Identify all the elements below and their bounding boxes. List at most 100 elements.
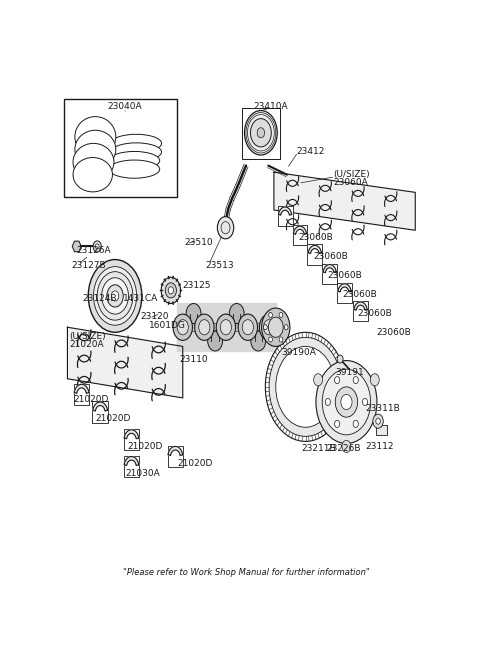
Polygon shape <box>308 245 322 253</box>
Polygon shape <box>67 327 183 398</box>
Text: 21020A: 21020A <box>69 340 104 350</box>
Text: 23311B: 23311B <box>365 403 400 413</box>
Polygon shape <box>293 226 307 234</box>
Circle shape <box>268 317 283 337</box>
Circle shape <box>242 319 253 335</box>
Text: 23126A: 23126A <box>77 246 111 255</box>
Circle shape <box>161 277 180 304</box>
Circle shape <box>264 319 275 335</box>
Circle shape <box>96 244 99 249</box>
Circle shape <box>88 260 142 333</box>
Bar <box>322 264 337 284</box>
Bar <box>307 245 322 264</box>
Circle shape <box>335 387 358 417</box>
Polygon shape <box>93 402 108 411</box>
Ellipse shape <box>75 117 116 157</box>
Text: "Please refer to Work Shop Manual for further information": "Please refer to Work Shop Manual for fu… <box>122 568 370 577</box>
Circle shape <box>284 325 288 330</box>
Polygon shape <box>168 447 183 455</box>
Polygon shape <box>323 264 336 273</box>
Text: 1601DG: 1601DG <box>149 321 186 330</box>
Text: 21020D: 21020D <box>127 442 162 451</box>
Bar <box>241 108 280 159</box>
Text: 23060B: 23060B <box>358 309 392 318</box>
Ellipse shape <box>73 144 114 181</box>
Circle shape <box>238 314 258 340</box>
Text: (U/SIZE): (U/SIZE) <box>69 332 106 341</box>
Text: 39190A: 39190A <box>281 348 316 357</box>
Circle shape <box>262 308 290 346</box>
Text: 21020D: 21020D <box>177 459 213 468</box>
Polygon shape <box>177 304 276 352</box>
Circle shape <box>111 291 119 301</box>
Circle shape <box>173 314 192 340</box>
Text: 23127B: 23127B <box>71 261 106 270</box>
Circle shape <box>335 420 340 428</box>
Circle shape <box>269 337 342 436</box>
Ellipse shape <box>109 152 160 170</box>
Circle shape <box>216 314 236 340</box>
Bar <box>337 283 352 303</box>
Circle shape <box>94 266 137 325</box>
Bar <box>277 206 292 226</box>
Circle shape <box>362 398 368 405</box>
Circle shape <box>220 319 231 335</box>
Circle shape <box>107 285 123 307</box>
Circle shape <box>313 374 323 386</box>
Circle shape <box>376 418 380 424</box>
Circle shape <box>353 377 359 384</box>
Circle shape <box>244 111 277 155</box>
Text: 23510: 23510 <box>185 238 213 247</box>
Polygon shape <box>233 314 240 327</box>
Text: 23412: 23412 <box>296 148 324 157</box>
Circle shape <box>93 241 101 252</box>
Circle shape <box>168 287 173 294</box>
Circle shape <box>229 304 244 323</box>
Polygon shape <box>190 314 197 327</box>
Text: 23226B: 23226B <box>326 444 360 453</box>
Text: 1431CA: 1431CA <box>123 294 158 303</box>
Polygon shape <box>74 384 89 394</box>
Circle shape <box>269 337 273 342</box>
Bar <box>124 429 139 451</box>
Circle shape <box>102 277 129 314</box>
Polygon shape <box>72 241 81 252</box>
Text: 23125: 23125 <box>183 281 211 291</box>
Circle shape <box>195 314 214 340</box>
Circle shape <box>341 394 352 409</box>
Text: 23060B: 23060B <box>343 291 377 299</box>
Ellipse shape <box>111 143 162 161</box>
Circle shape <box>199 319 210 335</box>
Circle shape <box>177 319 188 335</box>
Polygon shape <box>338 284 351 292</box>
Polygon shape <box>124 457 139 466</box>
Bar <box>168 446 183 467</box>
Circle shape <box>373 414 383 428</box>
Circle shape <box>325 398 330 405</box>
Polygon shape <box>221 323 252 331</box>
Bar <box>124 456 139 478</box>
Polygon shape <box>278 207 292 215</box>
Bar <box>353 301 368 321</box>
Circle shape <box>337 355 343 363</box>
Text: 23110: 23110 <box>180 354 208 363</box>
Circle shape <box>316 361 377 443</box>
Text: (U/SIZE): (U/SIZE) <box>334 170 370 179</box>
Polygon shape <box>200 323 230 331</box>
Circle shape <box>342 440 351 453</box>
Text: 23040A: 23040A <box>108 102 143 111</box>
Bar <box>376 424 387 435</box>
Polygon shape <box>178 323 209 331</box>
Circle shape <box>335 377 340 384</box>
Ellipse shape <box>111 134 162 152</box>
Polygon shape <box>274 172 415 230</box>
Text: 23410A: 23410A <box>253 102 288 111</box>
Circle shape <box>279 337 283 342</box>
Circle shape <box>322 369 371 435</box>
Text: 23060B: 23060B <box>298 234 333 242</box>
Text: 23060A: 23060A <box>334 178 368 187</box>
Bar <box>92 401 108 422</box>
Text: 23112: 23112 <box>365 442 394 451</box>
Text: 21020D: 21020D <box>73 395 108 404</box>
Text: 23060B: 23060B <box>313 252 348 261</box>
